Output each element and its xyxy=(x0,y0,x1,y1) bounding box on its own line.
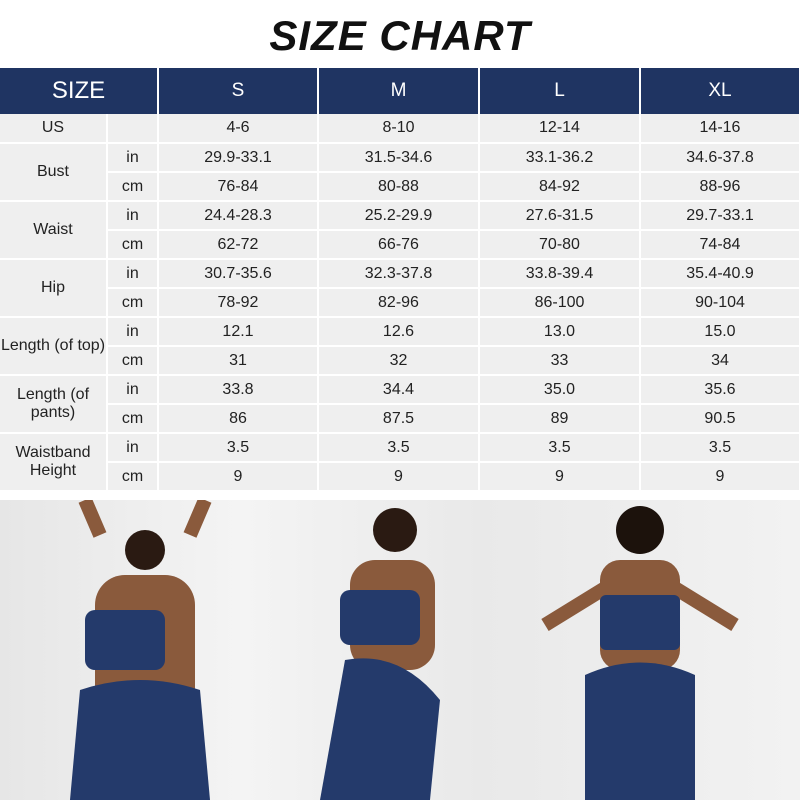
row-label: Waist xyxy=(0,201,108,260)
size-value: 4-6 xyxy=(158,114,319,144)
size-value: 34.4 xyxy=(318,375,480,405)
table-row: cm 76-84 80-88 84-92 88-96 xyxy=(0,172,800,202)
size-value: 9 xyxy=(318,462,480,492)
row-unit: in xyxy=(107,375,159,405)
size-value: 80-88 xyxy=(318,172,480,202)
size-value: 34.6-37.8 xyxy=(640,143,800,173)
model-back xyxy=(541,506,739,800)
size-value: 88-96 xyxy=(640,172,800,202)
size-value: 35.0 xyxy=(479,375,641,405)
size-value: 31 xyxy=(158,346,319,376)
row-unit: in xyxy=(107,201,159,231)
row-unit: cm xyxy=(107,462,159,492)
size-value: 87.5 xyxy=(318,404,480,434)
size-value: 32.3-37.8 xyxy=(318,259,480,289)
table-row: US 4-6 8-10 12-14 14-16 xyxy=(0,114,800,144)
model-front xyxy=(70,500,212,800)
table-row: Length (of top) in 12.1 12.6 13.0 15.0 xyxy=(0,317,800,376)
size-value: 31.5-34.6 xyxy=(318,143,480,173)
size-value: 12.6 xyxy=(318,317,480,347)
table-row: Bust in 29.9-33.1 31.5-34.6 33.1-36.2 34.6-37… xyxy=(0,143,800,202)
size-value: 27.6-31.5 xyxy=(479,201,641,231)
table-row: Hip in 30.7-35.6 32.3-37.8 33.8-39.4 35.4-40.… xyxy=(0,259,800,318)
size-value: 9 xyxy=(479,462,641,492)
header-s: S xyxy=(158,68,319,114)
row-unit: cm xyxy=(107,404,159,434)
size-value: 33.8-39.4 xyxy=(479,259,641,289)
size-value: 86 xyxy=(158,404,319,434)
size-value: 9 xyxy=(158,462,319,492)
size-value: 76-84 xyxy=(158,172,319,202)
size-value: 12-14 xyxy=(479,114,641,144)
size-value: 13.0 xyxy=(479,317,641,347)
row-unit: in xyxy=(107,433,159,463)
row-label: US xyxy=(0,114,108,144)
page-title: SIZE CHART xyxy=(269,12,531,59)
header-l: L xyxy=(479,68,641,114)
size-value: 25.2-29.9 xyxy=(318,201,480,231)
row-unit: cm xyxy=(107,230,159,260)
row-label: Bust xyxy=(0,143,108,202)
size-value: 74-84 xyxy=(640,230,800,260)
size-value: 14-16 xyxy=(640,114,800,144)
row-unit xyxy=(107,114,159,144)
model-side xyxy=(320,508,440,800)
size-value: 30.7-35.6 xyxy=(158,259,319,289)
row-unit: cm xyxy=(107,172,159,202)
size-value: 29.7-33.1 xyxy=(640,201,800,231)
header-row: SIZE S M L XL xyxy=(0,68,800,114)
row-label: Length (of pants) xyxy=(0,375,108,434)
size-value: 29.9-33.1 xyxy=(158,143,319,173)
model-illustration xyxy=(70,500,739,800)
table-row: cm 31 32 33 34 xyxy=(0,346,800,376)
size-value: 33.8 xyxy=(158,375,319,405)
header-size: SIZE xyxy=(0,68,159,114)
row-unit: in xyxy=(107,259,159,289)
size-value: 3.5 xyxy=(318,433,480,463)
size-value: 90-104 xyxy=(640,288,800,318)
row-label: Hip xyxy=(0,259,108,318)
size-value: 12.1 xyxy=(158,317,319,347)
size-value: 32 xyxy=(318,346,480,376)
row-unit: cm xyxy=(107,346,159,376)
size-value: 3.5 xyxy=(158,433,319,463)
table-row: Waist in 24.4-28.3 25.2-29.9 27.6-31.5 29.7-3… xyxy=(0,201,800,260)
row-label: Length (of top) xyxy=(0,317,108,376)
size-value: 89 xyxy=(479,404,641,434)
size-value: 84-92 xyxy=(479,172,641,202)
size-value: 35.4-40.9 xyxy=(640,259,800,289)
size-value: 8-10 xyxy=(318,114,480,144)
size-value: 62-72 xyxy=(158,230,319,260)
table-row: Waistband Height in 3.5 3.5 3.5 3.5 xyxy=(0,433,800,492)
row-unit: in xyxy=(107,317,159,347)
table-row: Length (of pants) in 33.8 34.4 35.0 35.6 xyxy=(0,375,800,434)
size-value: 70-80 xyxy=(479,230,641,260)
size-value: 15.0 xyxy=(640,317,800,347)
size-value: 35.6 xyxy=(640,375,800,405)
row-unit: in xyxy=(107,143,159,173)
size-value: 78-92 xyxy=(158,288,319,318)
table-row: cm 9 9 9 9 xyxy=(0,462,800,492)
table-row: cm 86 87.5 89 90.5 xyxy=(0,404,800,434)
size-chart-table: SIZE S M L XL US 4-6 8-10 12-14 14-16 Bust in 2… xyxy=(0,68,800,492)
table-row: cm 78-92 82-96 86-100 90-104 xyxy=(0,288,800,318)
size-value: 33 xyxy=(479,346,641,376)
size-value: 66-76 xyxy=(318,230,480,260)
size-value: 34 xyxy=(640,346,800,376)
size-value: 3.5 xyxy=(479,433,641,463)
size-value: 3.5 xyxy=(640,433,800,463)
row-label: Waistband Height xyxy=(0,433,108,492)
row-unit: cm xyxy=(107,288,159,318)
size-value: 24.4-28.3 xyxy=(158,201,319,231)
model-photos xyxy=(0,500,800,800)
header-m: M xyxy=(318,68,480,114)
table-row: cm 62-72 66-76 70-80 74-84 xyxy=(0,230,800,260)
size-value: 9 xyxy=(640,462,800,492)
header-xl: XL xyxy=(640,68,800,114)
size-value: 86-100 xyxy=(479,288,641,318)
size-value: 90.5 xyxy=(640,404,800,434)
size-value: 33.1-36.2 xyxy=(479,143,641,173)
size-value: 82-96 xyxy=(318,288,480,318)
